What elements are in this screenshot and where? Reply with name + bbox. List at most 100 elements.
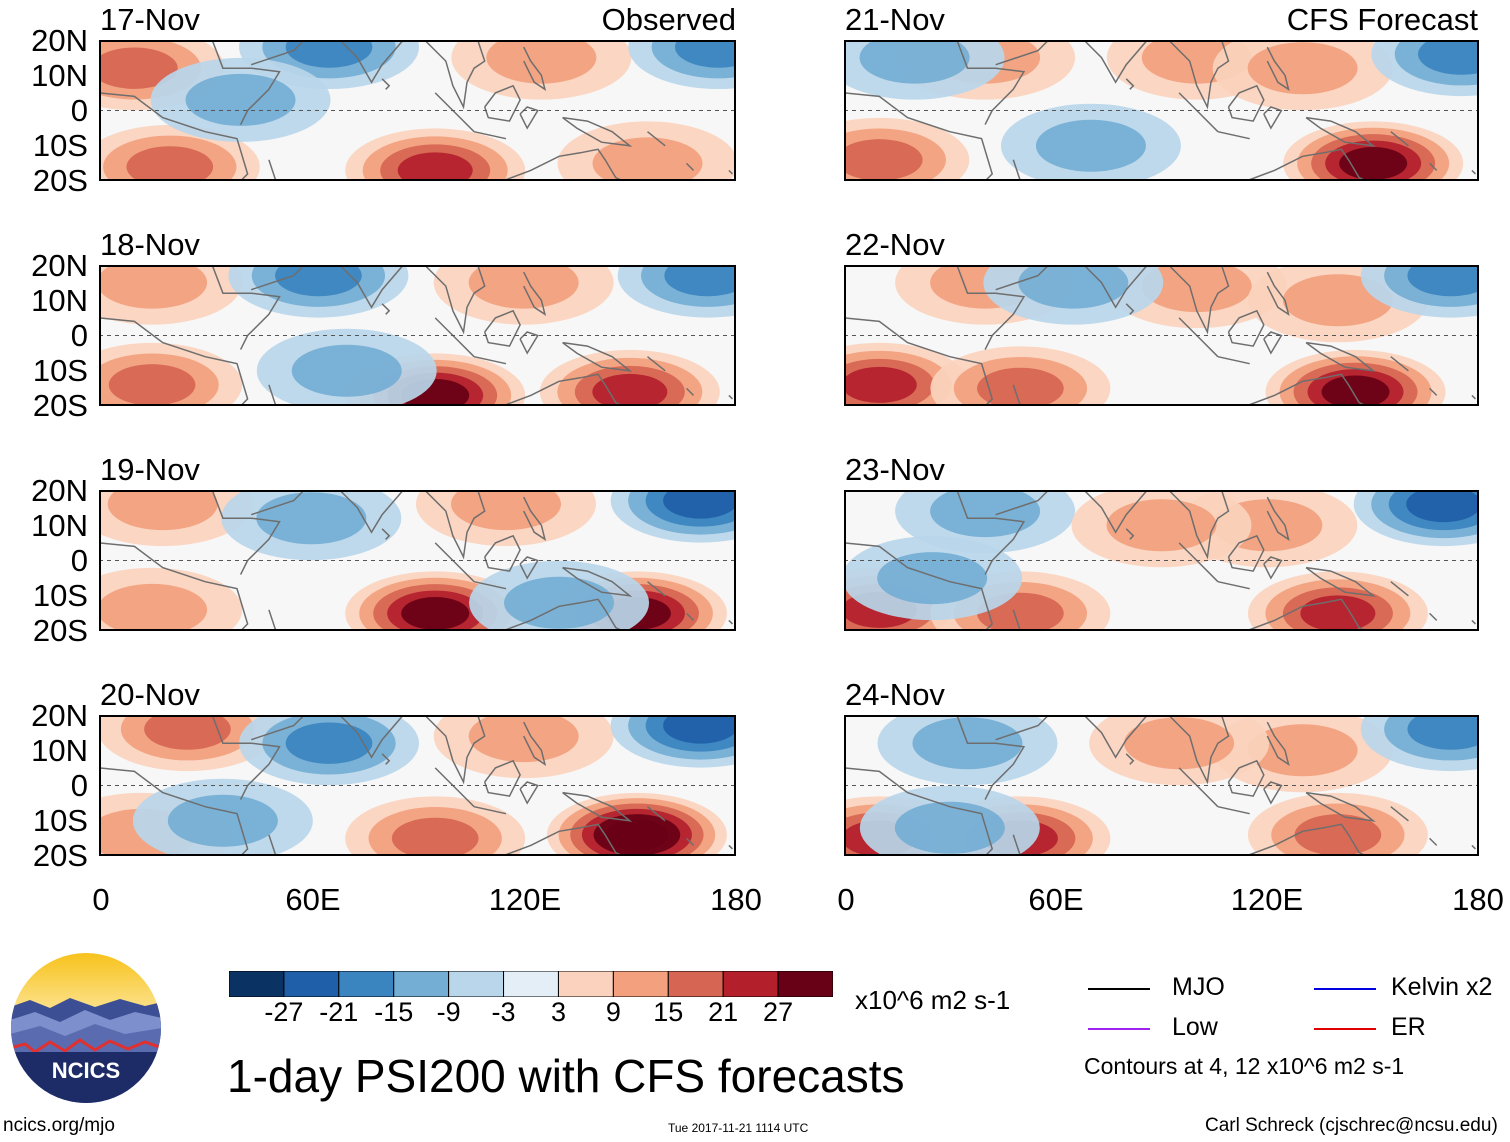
coastline (1263, 331, 1283, 355)
y-tick-label: 0 (70, 768, 88, 803)
coastline (1266, 721, 1290, 766)
coastline (211, 715, 281, 800)
anomaly-blob (126, 146, 214, 181)
y-tick-label: 10S (32, 803, 88, 838)
coastline (502, 148, 624, 181)
coastline (1125, 78, 1135, 90)
colorbar-swatch (722, 970, 779, 998)
panel-23-nov-map (844, 490, 1479, 631)
anomaly-blob (397, 152, 473, 181)
anomaly-blob (468, 715, 579, 763)
anomaly-blob (401, 596, 470, 630)
anomaly-blob (450, 490, 561, 531)
coastline (1227, 534, 1265, 572)
panel-24-nov-map (844, 715, 1479, 856)
colorbar-swatch (448, 970, 505, 998)
panel-title: 24-Nov (845, 677, 945, 712)
coastline (995, 715, 1050, 741)
x-tick-label: 120E (488, 882, 562, 917)
anomaly-blob (108, 364, 196, 406)
panel-title: 17-Nov (100, 2, 200, 37)
figure-title: 1-day PSI200 with CFS forecasts (227, 1050, 905, 1102)
map-frame (99, 40, 736, 181)
coastline (1217, 355, 1250, 365)
panel-20-nov (99, 715, 736, 856)
coastline (562, 791, 633, 822)
coastline (1227, 759, 1265, 797)
observed-column-label: Observed (601, 2, 736, 37)
y-tick-label: 10S (32, 578, 88, 613)
coastline (685, 837, 695, 846)
coastline (473, 580, 507, 590)
coastline (956, 265, 1026, 350)
anomaly-blob (256, 492, 367, 545)
ncics-logo: NCICS (10, 952, 162, 1109)
map-frame (99, 490, 736, 631)
anomaly-blob (391, 817, 479, 856)
coastline (1217, 130, 1250, 140)
y-tick-label: 10N (31, 58, 88, 93)
anomaly-blob (1407, 715, 1479, 750)
coastline (1263, 556, 1283, 580)
anomaly-blob (977, 367, 1064, 406)
coastline (1266, 496, 1290, 541)
anomaly-blob (285, 722, 373, 764)
y-tick-label: 10S (32, 353, 88, 388)
colorbar-swatch (612, 970, 669, 998)
coastline (995, 265, 1050, 291)
x-tick-label: 180 (1452, 882, 1504, 917)
coastline (424, 265, 486, 335)
coastline (424, 40, 486, 110)
y-tick-label: 0 (70, 543, 88, 578)
coastline (1305, 791, 1376, 822)
coastline (1083, 265, 1148, 309)
anomaly-blob (99, 265, 208, 309)
y-tick-label: 20N (31, 698, 88, 733)
panel-21-nov (844, 40, 1479, 181)
colorbar-swatch (503, 970, 559, 998)
coastline (268, 834, 277, 856)
coastline (1429, 162, 1438, 171)
panel-17-nov (99, 40, 736, 181)
coastline (523, 721, 547, 766)
colorbar-swatch (777, 970, 834, 998)
footer-credit: Carl Schreck (cjschrec@ncsu.edu) (1205, 1115, 1498, 1136)
x-tick-label: 60E (285, 882, 341, 917)
map-frame (99, 715, 736, 856)
anomaly-blob (107, 490, 218, 531)
coastline (339, 715, 404, 759)
coastline (523, 496, 547, 541)
coastline (381, 78, 391, 90)
coastline (995, 40, 1050, 66)
panel-22-nov-map (844, 265, 1479, 406)
panel-title: 22-Nov (845, 227, 945, 262)
coastline (1217, 805, 1250, 815)
map-frame (844, 265, 1479, 406)
panel-title: 20-Nov (100, 677, 200, 712)
map-frame (844, 490, 1479, 631)
coastline (1012, 384, 1022, 406)
anomaly-blob (144, 715, 231, 750)
forecast-column-label: CFS Forecast (1286, 2, 1478, 37)
coastline (956, 490, 1026, 575)
anomaly-blob (1407, 265, 1479, 297)
y-tick-label: 20S (32, 163, 88, 198)
coastline (995, 490, 1050, 516)
y-tick-label: 20N (31, 23, 88, 58)
coastline (268, 384, 277, 406)
y-tick-label: 20N (31, 473, 88, 508)
coastline (685, 612, 695, 621)
colorbar-tick-label: -27 (264, 997, 304, 1027)
anomaly-blob (285, 40, 373, 68)
colorbar-swatch (283, 970, 340, 998)
coastline (483, 534, 521, 572)
coastline (1429, 612, 1438, 621)
footer-url: ncics.org/mjo (3, 1115, 115, 1136)
coastline (844, 317, 994, 406)
coastline (381, 303, 391, 315)
colorbar-swatch (667, 970, 724, 998)
y-tick-label: 20S (32, 838, 88, 873)
coastline (1266, 46, 1290, 91)
coastline (1390, 806, 1409, 822)
coastline (502, 598, 624, 631)
